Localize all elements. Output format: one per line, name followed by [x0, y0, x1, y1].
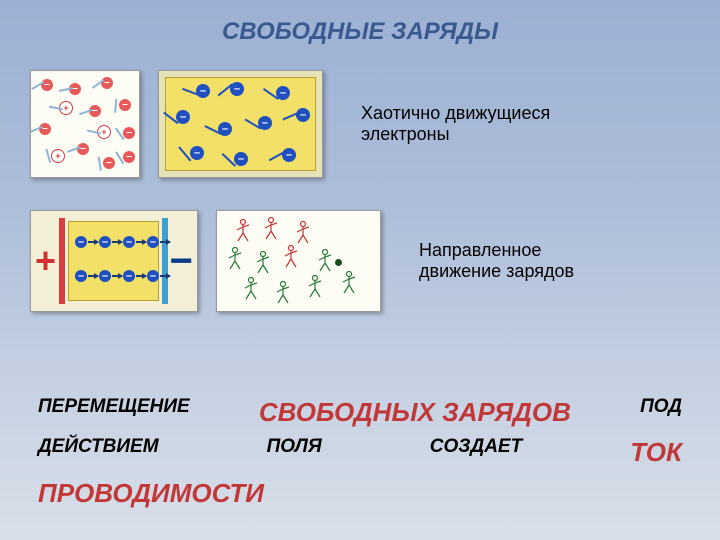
title-text: СВОБОДНЫЕ ЗАРЯДЫ [222, 18, 498, 45]
caption1-line1: Хаотично движущиеся [361, 103, 550, 124]
bt-w4: ДЕЙСТВИЕМ [38, 432, 159, 472]
row-1: Хаотично движущиеся электроны [30, 70, 550, 178]
bt-w8: ПРОВОДИМОСТИ [38, 478, 264, 508]
bt-w7: ТОК [630, 432, 682, 472]
caption-chaotic: Хаотично движущиеся электроны [361, 103, 550, 145]
bt-w6: СОЗДАЕТ [430, 432, 522, 472]
figure-chaotic-white [30, 70, 140, 178]
row-2: + − Направленное движение зарядов [30, 210, 574, 312]
anode-bar [59, 218, 65, 304]
conductor-box [68, 221, 159, 301]
cathode-bar [162, 218, 168, 304]
caption2-line2: движение зарядов [419, 261, 574, 282]
figure-running-people [216, 210, 381, 312]
caption2-line1: Направленное [419, 240, 574, 261]
bottom-statement: ПЕРЕМЕЩЕНИЕ СВОБОДНЫХ ЗАРЯДОВ ПОД ДЕЙСТВ… [38, 392, 682, 513]
figure-directed-field: + − [30, 210, 198, 312]
bt-w3: ПОД [640, 392, 682, 432]
minus-sign: − [170, 239, 193, 284]
figure-chaotic-yellow [158, 70, 323, 178]
plus-sign: + [35, 240, 56, 282]
caption-directed: Направленное движение зарядов [419, 240, 574, 282]
bt-w1: ПЕРЕМЕЩЕНИЕ [38, 392, 190, 432]
caption1-line2: электроны [361, 124, 550, 145]
bt-w2: СВОБОДНЫХ ЗАРЯДОВ [259, 392, 571, 432]
slide-title: СВОБОДНЫЕ ЗАРЯДЫ [0, 18, 720, 46]
bt-w5: ПОЛЯ [267, 432, 322, 472]
